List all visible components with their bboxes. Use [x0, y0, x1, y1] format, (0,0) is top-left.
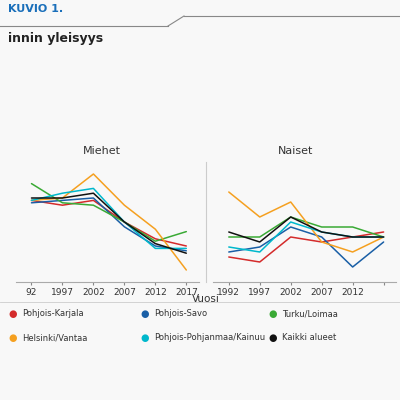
Text: innin yleisyys: innin yleisyys	[8, 32, 103, 45]
Text: Turku/Loimaa: Turku/Loimaa	[282, 310, 338, 318]
Text: Vuosi: Vuosi	[192, 294, 220, 304]
Text: ●: ●	[8, 333, 16, 343]
Text: Naiset: Naiset	[278, 146, 314, 156]
Text: Kaikki alueet: Kaikki alueet	[282, 334, 336, 342]
Text: ●: ●	[8, 309, 16, 319]
Text: ●: ●	[140, 309, 148, 319]
Text: Pohjois-Savo: Pohjois-Savo	[154, 310, 207, 318]
Text: KUVIO 1.: KUVIO 1.	[8, 4, 63, 14]
Text: ●: ●	[140, 333, 148, 343]
Text: Helsinki/Vantaa: Helsinki/Vantaa	[22, 334, 87, 342]
Text: Pohjois-Karjala: Pohjois-Karjala	[22, 310, 84, 318]
Text: Miehet: Miehet	[83, 146, 121, 156]
Text: ●: ●	[268, 309, 276, 319]
Text: Pohjois-Pohjanmaa/Kainuu: Pohjois-Pohjanmaa/Kainuu	[154, 334, 265, 342]
Text: ●: ●	[268, 333, 276, 343]
